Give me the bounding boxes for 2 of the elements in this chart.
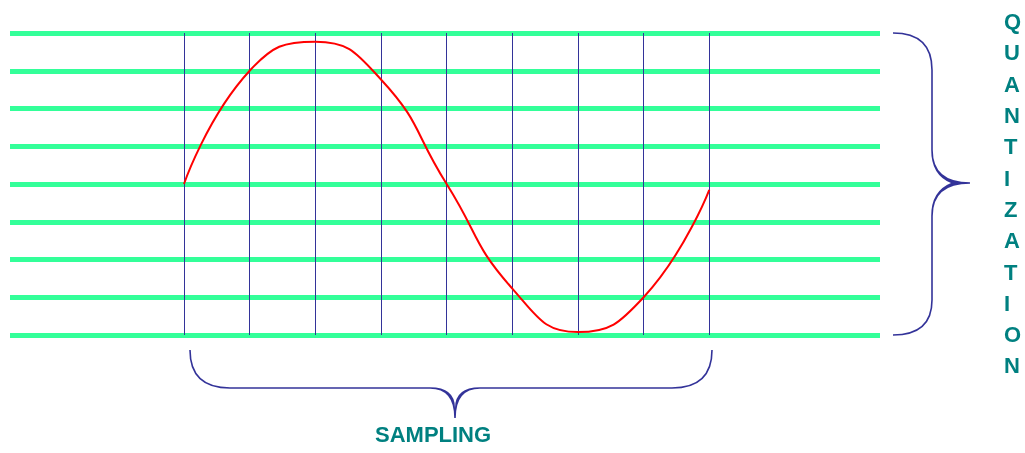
text: QUANTIZATION: [1004, 9, 1022, 379]
x-axis-title: SAMPLING: [375, 421, 492, 447]
